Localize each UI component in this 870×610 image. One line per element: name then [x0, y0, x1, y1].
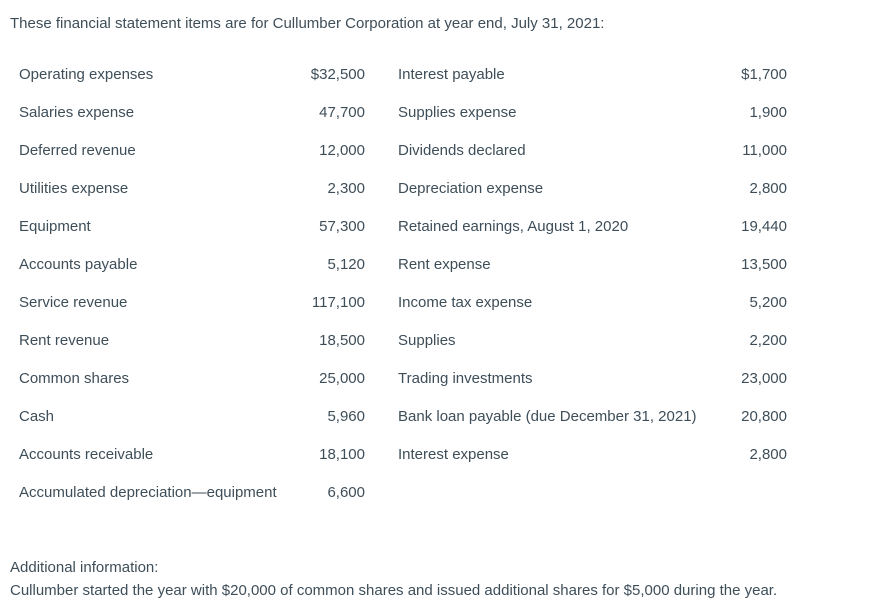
table-row: Depreciation expense 2,800 [398, 169, 787, 207]
intro-text: These financial statement items are for … [10, 15, 605, 32]
item-label: Operating expenses [19, 65, 154, 83]
item-label: Accounts payable [19, 255, 138, 273]
table-row: Accounts receivable 18,100 [19, 435, 365, 473]
item-label: Utilities expense [19, 179, 129, 197]
item-value: 57,300 [319, 217, 365, 235]
item-value: 13,500 [741, 255, 787, 273]
item-value: 18,100 [319, 445, 365, 463]
item-value: 12,000 [319, 141, 365, 159]
table-row: Common shares 25,000 [19, 359, 365, 397]
item-value: 5,960 [327, 407, 365, 425]
item-value: 2,800 [749, 179, 787, 197]
item-label: Salaries expense [19, 103, 135, 121]
item-label: Common shares [19, 369, 130, 387]
item-label: Depreciation expense [398, 179, 544, 197]
table-row: Bank loan payable (due December 31, 2021… [398, 397, 787, 435]
item-value: 11,000 [742, 141, 787, 159]
financial-items-left-column: Operating expenses $32,500 Salaries expens… [19, 55, 365, 511]
item-value: 18,500 [319, 331, 365, 349]
item-label: Interest expense [398, 445, 509, 463]
table-row: Supplies expense 1,900 [398, 93, 787, 131]
item-value: 5,200 [749, 293, 787, 311]
item-value: 20,800 [741, 407, 787, 425]
item-value: 25,000 [319, 369, 365, 387]
table-row: Salaries expense 47,700 [19, 93, 365, 131]
item-label: Deferred revenue [19, 141, 136, 159]
additional-information-section: Additional information: Cullumber starte… [10, 556, 860, 602]
table-row: Supplies 2,200 [398, 321, 787, 359]
table-row: Accounts payable 5,120 [19, 245, 365, 283]
item-label: Equipment [19, 217, 91, 235]
item-value: 1,900 [749, 103, 787, 121]
additional-info-heading: Additional information: [10, 559, 159, 576]
table-row: Income tax expense 5,200 [398, 283, 787, 321]
item-label: Retained earnings, August 1, 2020 [398, 217, 629, 235]
table-row: Service revenue 117,100 [19, 283, 365, 321]
item-label: Interest payable [398, 65, 505, 83]
item-label: Trading investments [398, 369, 533, 387]
financial-items-right-column: Interest payable $1,700 Supplies expense 1,… [398, 55, 787, 511]
item-label: Bank loan payable (due December 31, 2021… [398, 407, 697, 425]
table-row: Rent expense 13,500 [398, 245, 787, 283]
item-value: 5,120 [327, 255, 365, 273]
item-label: Accumulated depreciation—equipment [19, 483, 277, 501]
table-row: Deferred revenue 12,000 [19, 131, 365, 169]
item-label: Rent expense [398, 255, 491, 273]
table-row: Accumulated depreciation—equipment 6,600 [19, 473, 365, 511]
item-label: Accounts receivable [19, 445, 154, 463]
additional-info-text: Cullumber started the year with $20,000 … [10, 582, 778, 599]
table-row: Operating expenses $32,500 [19, 55, 365, 93]
table-row: Utilities expense 2,300 [19, 169, 365, 207]
table-row: Dividends declared 11,000 [398, 131, 787, 169]
item-value: $32,500 [310, 65, 365, 83]
item-label: Dividends declared [398, 141, 526, 159]
item-label: Income tax expense [398, 293, 533, 311]
item-label: Supplies [398, 331, 456, 349]
table-row: Retained earnings, August 1, 2020 19,440 [398, 207, 787, 245]
table-row: Interest payable $1,700 [398, 55, 787, 93]
item-value: 23,000 [741, 369, 787, 387]
financial-items-table: Operating expenses $32,500 Salaries expens… [19, 55, 787, 511]
item-value: 2,200 [749, 331, 787, 349]
item-label: Rent revenue [19, 331, 110, 349]
item-value: 117,100 [311, 293, 365, 311]
item-value: 2,300 [327, 179, 365, 197]
table-row: Rent revenue 18,500 [19, 321, 365, 359]
item-value: $1,700 [741, 65, 787, 83]
item-value: 47,700 [319, 103, 365, 121]
item-value: 2,800 [749, 445, 787, 463]
item-value: 19,440 [741, 217, 787, 235]
table-row: Trading investments 23,000 [398, 359, 787, 397]
table-row: Cash 5,960 [19, 397, 365, 435]
item-value: 6,600 [327, 483, 365, 501]
item-label: Service revenue [19, 293, 128, 311]
table-row: Equipment 57,300 [19, 207, 365, 245]
item-label: Cash [19, 407, 55, 425]
item-label: Supplies expense [398, 103, 517, 121]
table-row: Interest expense 2,800 [398, 435, 787, 473]
